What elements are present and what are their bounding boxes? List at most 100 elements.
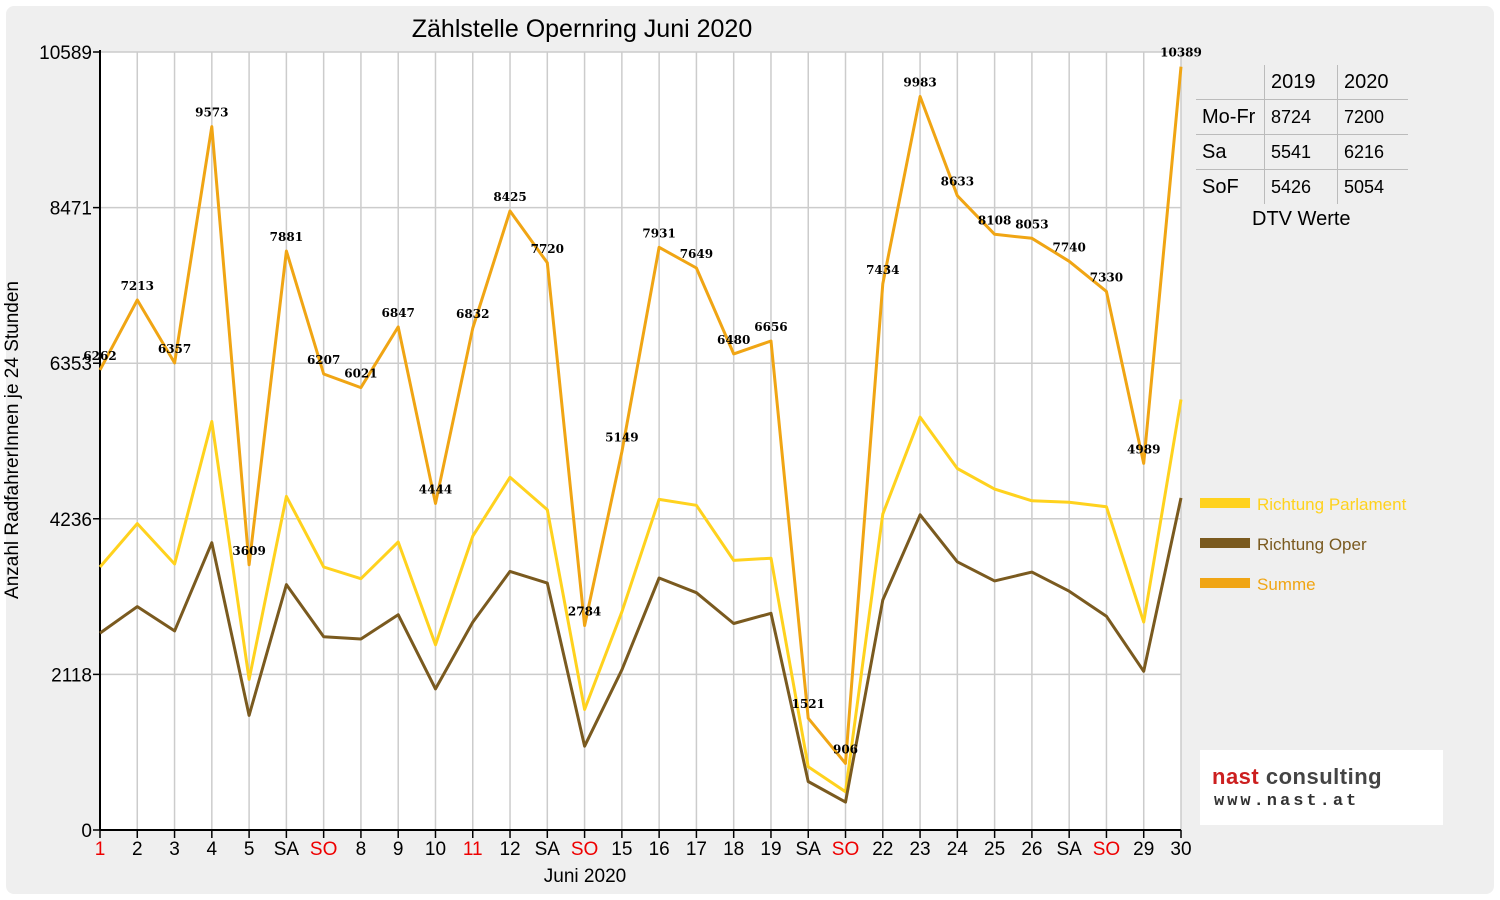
x-tick-label: 29 (1133, 839, 1154, 860)
x-tick-label: 3 (169, 839, 180, 860)
dtv-value-2019: 5541 (1264, 134, 1338, 170)
data-label: 3609 (232, 544, 265, 558)
x-tick-label: SA (1056, 839, 1082, 860)
data-label: 6832 (456, 307, 489, 321)
dtv-value-2019: 8724 (1264, 99, 1338, 135)
x-tick-labels: 1 2 3 4 5 SA SO 8 9 10 11 12 SA SO 15 16 17 18 19 SA SO 22 23 2… (95, 839, 1192, 860)
x-tick-label: 30 (1170, 839, 1191, 860)
dtv-row-label: Sa (1196, 134, 1265, 170)
legend-summe-label: Summe (1257, 575, 1316, 594)
legend-oper-swatch (1200, 538, 1250, 548)
dtv-value-2020: 6216 (1337, 134, 1408, 170)
x-tick-label: SA (274, 839, 300, 860)
x-tick-label: 11 (463, 839, 483, 860)
data-label: 8053 (1015, 217, 1048, 231)
dtv-row-mofr: Mo-Fr 8724 7200 (1196, 99, 1408, 135)
data-label: 1521 (792, 697, 825, 711)
logo-url: www.nast.at (1214, 792, 1360, 811)
company-logo: nast consulting www.nast.at (1200, 750, 1443, 825)
logo-name: nast consulting (1212, 764, 1382, 790)
series-lines (98, 66, 1183, 804)
data-label: 4444 (419, 482, 452, 496)
data-label: 6847 (382, 306, 415, 320)
x-tick-label: SA (535, 839, 561, 860)
legend-oper-label: Richtung Oper (1257, 535, 1367, 554)
dtv-table: 2019 2020 Mo-Fr 8724 7200 Sa 5541 6216 S… (1196, 65, 1416, 204)
y-axis-label: Anzahl RadfahrerInnen je 24 Stunden (2, 281, 23, 599)
x-tick-label: SO (1093, 839, 1120, 860)
data-label: 906 (833, 742, 858, 756)
data-label: 7213 (121, 279, 154, 293)
x-tick-label: 12 (499, 839, 520, 860)
y-tick-label: 4236 (50, 510, 92, 531)
x-tick-label: 18 (723, 839, 744, 860)
x-tick-label: 1 (95, 839, 106, 860)
x-tick-label: 19 (760, 839, 781, 860)
series-line-parlament (98, 399, 1183, 794)
legend-parlament-label: Richtung Parlament (1257, 495, 1407, 514)
data-label: 7720 (531, 242, 564, 256)
y-tick-label: 0 (81, 821, 92, 842)
dtv-header-row: 2019 2020 (1196, 65, 1408, 100)
data-label: 7434 (866, 263, 899, 277)
data-label: 6021 (344, 367, 377, 381)
data-label: 10389 (1160, 46, 1202, 60)
data-label: 9983 (903, 76, 936, 90)
data-label: 6480 (717, 333, 750, 347)
data-label: 7330 (1090, 270, 1123, 284)
grid-lines (100, 51, 1182, 830)
y-tick-label: 6353 (50, 354, 92, 375)
plot-area (100, 52, 1181, 830)
x-axis-label: Juni 2020 (544, 866, 626, 887)
x-tick-label: SO (571, 839, 598, 860)
y-tick-label: 8471 (50, 199, 92, 220)
data-label: 6357 (158, 342, 191, 356)
dtv-row-sa: Sa 5541 6216 (1196, 134, 1408, 170)
x-tick-label: 2 (132, 839, 143, 860)
y-tick-labels: 0 2118 4236 6353 8471 10589 (39, 43, 92, 842)
series-line-oper (99, 497, 1183, 804)
data-label: 9573 (195, 106, 228, 120)
dtv-value-2020: 7200 (1337, 99, 1408, 135)
logo-name-red: nast (1212, 764, 1260, 789)
x-tick-label: 25 (984, 839, 1005, 860)
x-tick-label: 24 (947, 839, 969, 860)
dtv-caption: DTV Werte (1252, 208, 1351, 230)
x-tick-label: 9 (393, 839, 404, 860)
x-tick-label: SO (832, 839, 859, 860)
x-tick-label: 15 (611, 839, 632, 860)
series-line-summe (98, 66, 1183, 765)
axes (93, 50, 1182, 838)
dtv-header-2020: 2020 (1337, 65, 1408, 100)
x-tick-label: 10 (425, 839, 446, 860)
data-label: 2784 (568, 604, 601, 618)
x-tick-label: 4 (207, 839, 218, 860)
dtv-row-label: SoF (1202, 175, 1239, 198)
data-label: 7931 (642, 226, 675, 240)
data-labels: 6262 7213 6357 9573 3609 7881 6207 6021 6847 4444… (83, 46, 1202, 757)
dtv-row-sof: SoF 5426 5054 (1196, 169, 1408, 204)
dtv-header-empty (1196, 65, 1265, 100)
data-label: 8108 (978, 213, 1011, 227)
dtv-row-label: Mo-Fr (1196, 99, 1265, 135)
data-label: 5149 (605, 431, 638, 445)
logo-name-rest: consulting (1259, 764, 1383, 789)
data-label: 7740 (1052, 240, 1085, 254)
legend: Richtung Parlament Richtung Oper Summe (1200, 495, 1407, 594)
x-tick-label: 17 (686, 839, 707, 860)
dtv-value-2019: 5426 (1264, 169, 1338, 204)
dtv-value-2020: 5054 (1337, 169, 1408, 204)
data-label: 7649 (680, 247, 713, 261)
x-tick-label: 16 (649, 839, 670, 860)
y-tick-label: 10589 (39, 43, 92, 64)
data-label: 8633 (941, 175, 974, 189)
data-label: 4989 (1127, 442, 1160, 456)
data-label: 6262 (83, 349, 116, 363)
data-label: 6656 (754, 320, 787, 334)
x-tick-label: 22 (872, 839, 893, 860)
legend-summe-swatch (1200, 578, 1250, 588)
x-tick-label: SA (796, 839, 822, 860)
x-tick-label: 23 (909, 839, 930, 860)
y-tick-label: 2118 (51, 665, 92, 686)
